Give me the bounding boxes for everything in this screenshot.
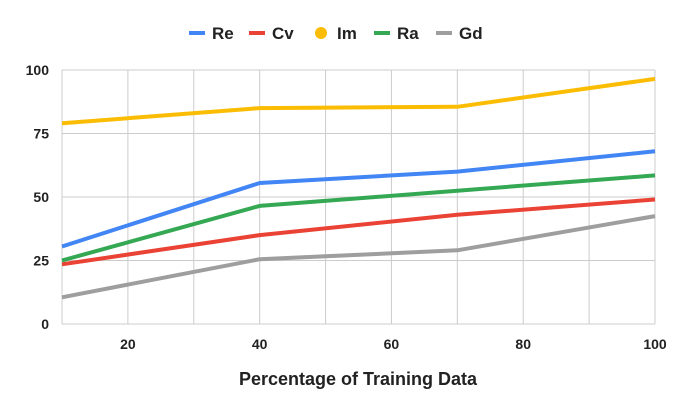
legend-item-im: Im bbox=[315, 24, 357, 43]
legend: Re Cv Im Ra Gd bbox=[189, 24, 483, 43]
series-line-cv bbox=[61, 197, 656, 267]
x-tick-label: 60 bbox=[384, 336, 400, 352]
series-line-im bbox=[61, 76, 656, 126]
y-tick-label: 50 bbox=[33, 189, 49, 205]
legend-marker bbox=[315, 27, 327, 39]
legend-item-re: Re bbox=[189, 24, 234, 43]
y-tick-label: 25 bbox=[33, 253, 49, 269]
x-axis-title: Percentage of Training Data bbox=[239, 369, 478, 389]
x-tick-label: 80 bbox=[515, 336, 531, 352]
y-axis-ticks: 0 25 50 75 100 bbox=[26, 62, 50, 332]
legend-label: Im bbox=[337, 24, 357, 43]
legend-item-cv: Cv bbox=[249, 24, 294, 43]
x-axis-ticks: 20 40 60 80 100 bbox=[120, 336, 667, 352]
y-tick-label: 100 bbox=[26, 62, 50, 78]
series-line-ra bbox=[61, 173, 656, 263]
series-line-re bbox=[61, 149, 656, 249]
series-line-gd bbox=[61, 214, 656, 300]
legend-label: Re bbox=[212, 24, 234, 43]
y-tick-label: 75 bbox=[33, 126, 49, 142]
legend-label: Cv bbox=[272, 24, 294, 43]
grid bbox=[61, 69, 656, 325]
x-tick-label: 20 bbox=[120, 336, 136, 352]
x-tick-label: 100 bbox=[643, 336, 667, 352]
legend-label: Ra bbox=[397, 24, 419, 43]
legend-item-gd: Gd bbox=[436, 24, 483, 43]
legend-label: Gd bbox=[459, 24, 483, 43]
legend-item-ra: Ra bbox=[374, 24, 419, 43]
x-tick-label: 40 bbox=[252, 336, 268, 352]
series-lines bbox=[61, 76, 656, 300]
y-tick-label: 0 bbox=[41, 316, 49, 332]
